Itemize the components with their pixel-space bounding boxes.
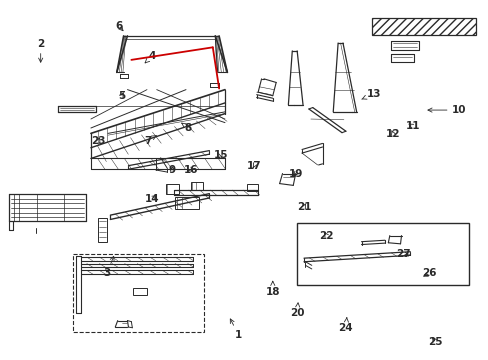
Text: 27: 27 <box>395 248 409 258</box>
Text: 14: 14 <box>144 194 159 204</box>
Text: 6: 6 <box>115 21 123 31</box>
Text: 21: 21 <box>296 202 310 212</box>
Bar <box>297 223 468 285</box>
Text: 22: 22 <box>319 231 333 240</box>
Text: 9: 9 <box>168 165 176 175</box>
Text: 18: 18 <box>265 281 280 297</box>
Text: 23: 23 <box>91 136 105 146</box>
Text: 20: 20 <box>289 303 304 318</box>
Text: 3: 3 <box>103 256 114 278</box>
Bar <box>133 288 147 295</box>
Text: 24: 24 <box>338 318 352 333</box>
Text: 15: 15 <box>213 150 228 160</box>
Text: 19: 19 <box>288 168 302 179</box>
Text: 5: 5 <box>118 91 125 101</box>
Text: 25: 25 <box>427 337 442 347</box>
Text: 1: 1 <box>230 319 242 340</box>
Text: 2: 2 <box>37 39 44 62</box>
Text: 8: 8 <box>182 123 192 133</box>
Text: 13: 13 <box>361 89 380 99</box>
Text: 26: 26 <box>422 268 436 278</box>
Text: 12: 12 <box>385 129 400 139</box>
Text: 11: 11 <box>405 121 419 131</box>
Text: 16: 16 <box>183 165 198 175</box>
Text: 4: 4 <box>145 51 155 63</box>
Text: 7: 7 <box>144 135 156 145</box>
Bar <box>246 184 257 192</box>
Bar <box>166 184 178 194</box>
Bar <box>190 182 203 190</box>
Bar <box>98 218 107 242</box>
Bar <box>175 197 198 209</box>
Text: 10: 10 <box>427 105 466 115</box>
Text: 17: 17 <box>246 161 261 171</box>
Bar <box>73 253 203 332</box>
Bar <box>371 18 475 35</box>
